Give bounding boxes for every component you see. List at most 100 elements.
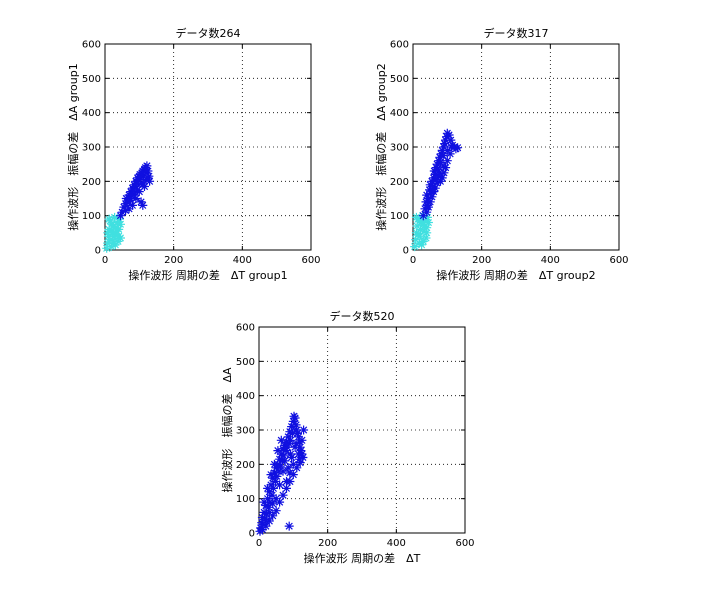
data-point bbox=[425, 197, 435, 207]
data-point bbox=[435, 152, 445, 162]
data-point bbox=[438, 151, 448, 161]
data-point bbox=[275, 461, 285, 471]
data-point bbox=[257, 513, 267, 522]
data-point bbox=[136, 178, 146, 188]
data-point bbox=[269, 468, 279, 478]
x-tick-label: 600 bbox=[609, 255, 628, 266]
data-point bbox=[290, 413, 300, 423]
data-point bbox=[416, 224, 426, 234]
data-point bbox=[421, 233, 431, 243]
data-point bbox=[114, 214, 124, 224]
data-point bbox=[285, 468, 295, 478]
data-point bbox=[142, 161, 152, 171]
series-0 bbox=[102, 212, 125, 253]
y-tick-label: 300 bbox=[82, 143, 101, 154]
data-point bbox=[442, 156, 452, 166]
series-1 bbox=[116, 161, 155, 221]
data-point bbox=[110, 231, 120, 241]
data-point bbox=[103, 231, 113, 241]
data-point bbox=[422, 190, 432, 200]
data-point bbox=[291, 439, 301, 449]
data-point bbox=[266, 470, 276, 480]
data-point bbox=[422, 212, 432, 222]
data-point bbox=[121, 206, 131, 215]
scatter-chart-group2: データ数317 操作波形 周期の差 ΔT group2 操作波形 振幅の差 ΔA… bbox=[374, 26, 629, 282]
data-point bbox=[261, 501, 271, 510]
data-point bbox=[131, 176, 141, 186]
data-point bbox=[117, 207, 127, 217]
data-point bbox=[264, 507, 274, 517]
data-point bbox=[294, 432, 303, 442]
data-point bbox=[435, 168, 445, 178]
data-point bbox=[282, 437, 291, 447]
data-point bbox=[106, 226, 116, 236]
plot-area bbox=[104, 43, 312, 251]
data-point bbox=[437, 173, 447, 183]
data-point bbox=[427, 176, 437, 186]
data-point bbox=[429, 187, 439, 197]
scatter-chart-group1: データ数264 操作波形 周期の差 ΔT group1 操作波形 振幅の差 ΔA… bbox=[66, 26, 321, 282]
data-point bbox=[425, 180, 435, 190]
data-point bbox=[429, 173, 439, 183]
data-point bbox=[140, 182, 149, 191]
data-point bbox=[266, 480, 276, 490]
data-point bbox=[418, 219, 428, 229]
x-axis-label: 操作波形 周期の差 ΔT bbox=[304, 551, 421, 565]
data-point bbox=[411, 212, 421, 222]
data-point bbox=[263, 494, 273, 504]
data-point bbox=[109, 238, 119, 248]
data-point bbox=[295, 442, 305, 452]
data-point bbox=[423, 218, 433, 227]
x-tick-label: 0 bbox=[256, 538, 262, 549]
data-point bbox=[133, 185, 143, 195]
data-point bbox=[273, 446, 283, 456]
data-point bbox=[278, 490, 288, 500]
data-point bbox=[275, 480, 285, 490]
x-tick-label: 200 bbox=[164, 255, 183, 266]
data-point bbox=[110, 223, 120, 233]
data-point bbox=[432, 178, 442, 188]
data-point bbox=[295, 454, 304, 464]
y-tick-label: 0 bbox=[403, 246, 409, 257]
series-0 bbox=[255, 411, 309, 536]
data-point bbox=[423, 202, 433, 212]
y-tick-label: 500 bbox=[390, 74, 409, 85]
data-point bbox=[267, 490, 277, 500]
data-point bbox=[106, 242, 116, 252]
x-tick-label: 600 bbox=[301, 255, 320, 266]
data-point bbox=[107, 219, 117, 229]
data-point bbox=[417, 240, 427, 250]
y-axis-label: 操作波形 振幅の差 ΔA bbox=[220, 367, 234, 493]
data-point bbox=[102, 243, 112, 253]
data-point bbox=[272, 471, 282, 481]
data-point bbox=[422, 228, 432, 238]
data-point bbox=[412, 221, 422, 231]
y-axis-label: 操作波形 振幅の差 ΔA group2 bbox=[374, 63, 388, 231]
data-point bbox=[283, 432, 293, 442]
data-point bbox=[112, 218, 122, 227]
data-point bbox=[265, 497, 275, 507]
data-point bbox=[130, 182, 140, 191]
y-tick-label: 500 bbox=[236, 357, 255, 368]
data-point bbox=[298, 453, 308, 462]
data-point bbox=[433, 164, 443, 174]
data-point bbox=[423, 194, 433, 203]
x-tick-label: 400 bbox=[541, 255, 560, 266]
data-point bbox=[440, 139, 450, 149]
data-point bbox=[446, 135, 456, 145]
data-point bbox=[420, 216, 430, 226]
data-point bbox=[280, 456, 290, 466]
data-point bbox=[261, 521, 271, 531]
data-point bbox=[283, 463, 293, 473]
data-point bbox=[431, 175, 441, 185]
data-point bbox=[292, 463, 302, 473]
y-tick-label: 300 bbox=[390, 143, 409, 154]
series-0 bbox=[410, 211, 433, 252]
data-point bbox=[124, 190, 134, 200]
data-point bbox=[288, 459, 298, 469]
x-tick-label: 0 bbox=[410, 255, 416, 266]
y-axis-label: 操作波形 振幅の差 ΔA group1 bbox=[66, 63, 80, 231]
series-1 bbox=[418, 128, 463, 221]
data-point bbox=[275, 454, 285, 464]
data-point bbox=[294, 449, 303, 459]
